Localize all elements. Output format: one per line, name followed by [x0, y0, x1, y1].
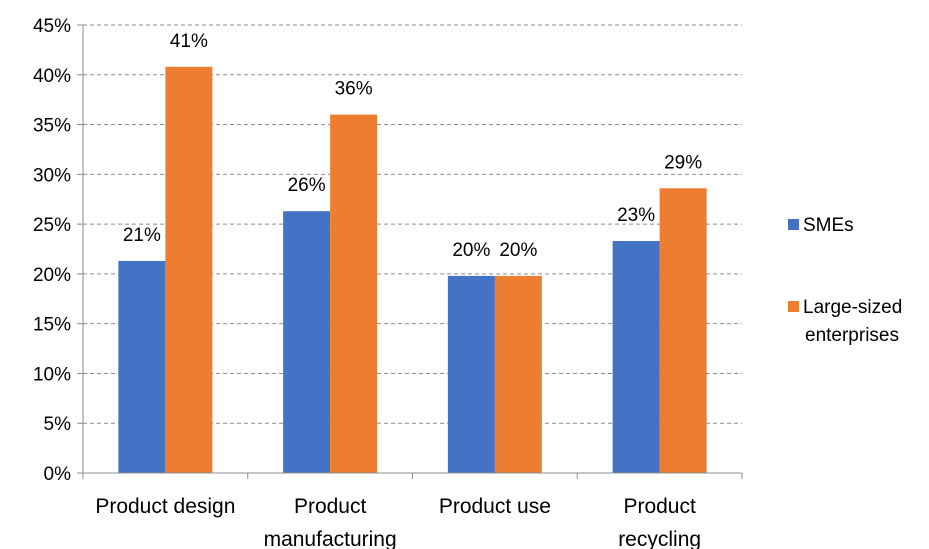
y-tick-label: 5%	[44, 414, 72, 435]
y-tick-label: 10%	[33, 364, 71, 385]
bar	[330, 114, 378, 473]
y-tick-label: 20%	[33, 265, 71, 286]
legend-swatch	[788, 301, 799, 312]
data-label: 41%	[170, 31, 208, 52]
x-category-label: manufacturing	[264, 528, 397, 549]
bar	[612, 241, 660, 473]
bar	[165, 66, 213, 474]
x-category-label: Product	[294, 495, 367, 518]
y-tick-label: 15%	[33, 315, 71, 336]
bar	[118, 260, 166, 473]
data-label: 20%	[452, 240, 490, 261]
data-label: 20%	[499, 240, 537, 261]
data-label: 29%	[664, 152, 702, 173]
y-tick-label: 35%	[33, 116, 71, 137]
data-label: 26%	[288, 175, 326, 196]
bars	[118, 66, 707, 474]
y-tick-label: 30%	[33, 165, 71, 186]
data-label: 21%	[123, 225, 161, 246]
y-tick-label: 40%	[33, 66, 71, 87]
x-category-label: Product use	[439, 495, 551, 518]
y-tick-label: 45%	[33, 16, 71, 37]
legend-label: Large-sized enterprises	[803, 297, 902, 346]
y-tick-label: 0%	[44, 464, 72, 485]
legend-swatch	[788, 219, 799, 230]
x-category-label: Product	[623, 495, 696, 518]
legend-label: SMEs	[803, 215, 854, 236]
data-label: 23%	[617, 205, 655, 226]
x-category-label: Product design	[95, 495, 235, 518]
y-axis-ticks: 0% 5% 10% 15% 20% 25% 30% 35% 40% 45%	[33, 16, 83, 485]
bar	[494, 275, 542, 473]
bar	[659, 188, 707, 473]
data-label: 36%	[335, 79, 373, 100]
bar	[283, 211, 331, 473]
data-labels: 21% 41% 26% 36% 20% 20% 23% 29%	[123, 31, 702, 261]
axes	[82, 25, 743, 479]
bar	[447, 275, 495, 473]
x-axis-categories: Product design Product manufacturing Produc…	[95, 495, 701, 549]
y-tick-label: 25%	[33, 215, 71, 236]
x-category-label: recycling	[618, 528, 701, 549]
legend: SMEs Large-sized enterprises	[788, 215, 902, 346]
